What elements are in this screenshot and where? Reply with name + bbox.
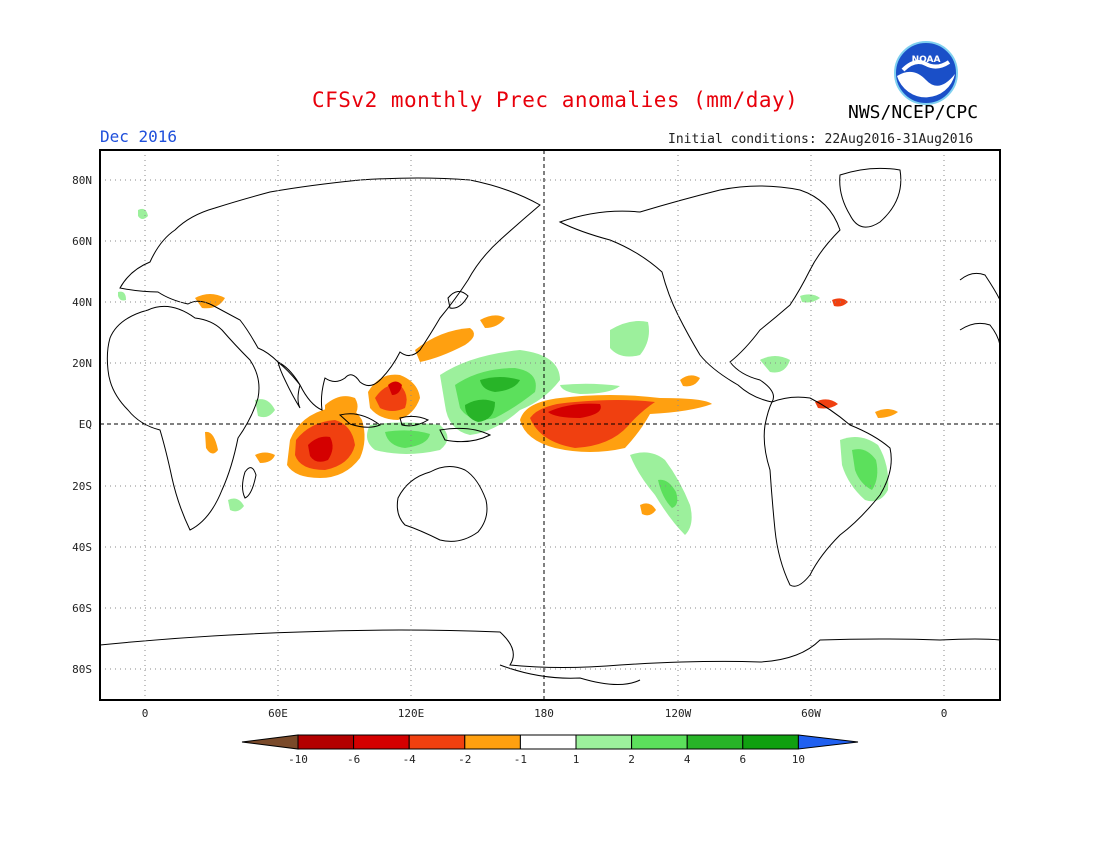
colorbar-segment: [353, 734, 410, 750]
agency-label: NWS/NCEP/CPC: [848, 102, 979, 123]
lon-label: 60W: [801, 707, 821, 720]
colorbar-segment: [686, 734, 744, 750]
colorbar-high-arrow: [797, 734, 859, 750]
lon-label: 0: [941, 707, 948, 720]
lat-label: EQ: [79, 418, 92, 431]
lat-label: 60N: [72, 235, 92, 248]
colorbar-label: -6: [347, 753, 360, 766]
chart-title: CFSv2 monthly Prec anomalies (mm/day): [312, 88, 799, 112]
forecast-month: Dec 2016: [100, 127, 178, 146]
lat-label: 20S: [72, 480, 92, 493]
colorbar-label: -2: [458, 753, 471, 766]
colorbar-label: 2: [628, 753, 635, 766]
colorbar-label: -10: [288, 753, 308, 766]
lat-label: 80S: [72, 663, 92, 676]
colorbar-segment: [408, 734, 466, 750]
colorbar-label: -1: [514, 753, 527, 766]
colorbar-segment: [519, 734, 577, 750]
colorbar-labels: -10 -6 -4 -2 -1 1 2 4 6 10: [288, 753, 805, 766]
map-frame: [99, 149, 1001, 701]
colorbar-segment: [575, 734, 633, 750]
lat-label: 20N: [72, 357, 92, 370]
noaa-logo-icon: NOAA: [894, 41, 958, 105]
colorbar-segment: [631, 734, 688, 750]
lon-label: 0: [142, 707, 149, 720]
lon-label: 120E: [398, 707, 425, 720]
lat-label: 40N: [72, 296, 92, 309]
coastlines: [99, 167, 1001, 685]
latitude-labels: 80N 60N 40N 20N EQ 20S 40S 60S 80S: [72, 174, 92, 676]
colorbar-label: 4: [684, 753, 691, 766]
eurasia-outline: [119, 177, 541, 411]
colorbar-label: 1: [573, 753, 580, 766]
colorbar-label: 6: [739, 753, 746, 766]
dry-region-indian-ocean-strong: [308, 436, 333, 462]
lat-label: 60S: [72, 602, 92, 615]
africa-outline: [106, 305, 260, 531]
lat-label: 80N: [72, 174, 92, 187]
lat-label: 40S: [72, 541, 92, 554]
north-america-outline: [558, 185, 841, 403]
lon-label: 180: [534, 707, 554, 720]
colorbar-label: -4: [403, 753, 417, 766]
colorbar: [241, 734, 859, 750]
colorbar-segment: [297, 734, 355, 750]
colorbar-segment: [464, 734, 521, 750]
svg-text:NOAA: NOAA: [912, 55, 941, 65]
lon-label: 120W: [665, 707, 692, 720]
colorbar-low-arrow: [241, 734, 299, 750]
south-america-outline: [763, 396, 892, 587]
initial-conditions: Initial conditions: 22Aug2016-31Aug2016: [668, 132, 974, 147]
antarctica-outline: [99, 629, 1001, 668]
lat-lon-grid: [100, 150, 1000, 700]
australia-outline: [396, 466, 488, 542]
lon-label: 60E: [268, 707, 288, 720]
colorbar-label: 10: [792, 753, 805, 766]
longitude-labels: 0 60E 120E 180 120W 60W 0: [142, 707, 948, 720]
colorbar-segment: [742, 734, 799, 750]
